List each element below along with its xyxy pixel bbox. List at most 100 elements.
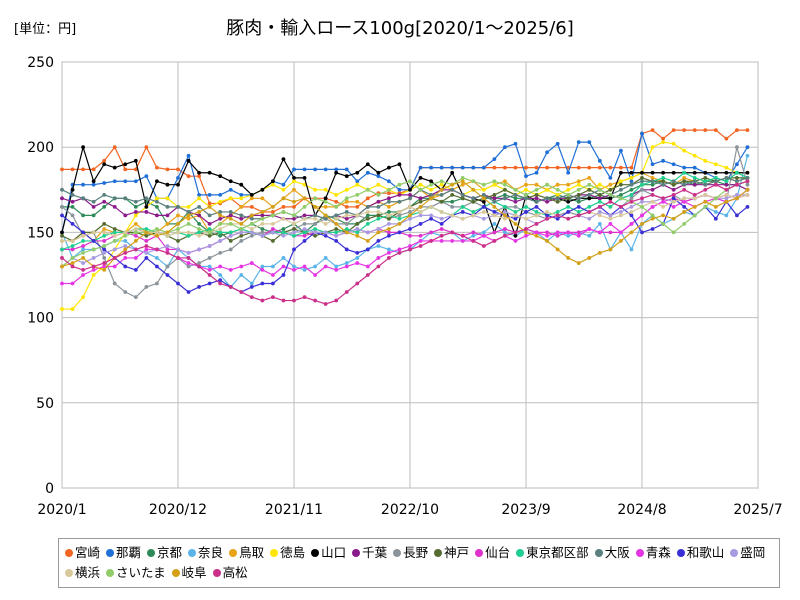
series-point-7 <box>397 162 402 167</box>
series-point-13 <box>450 187 455 192</box>
series-point-3 <box>513 196 518 201</box>
series-point-14 <box>513 239 518 243</box>
series-point-4 <box>481 230 486 235</box>
series-point-13 <box>745 175 750 180</box>
series-point-20 <box>102 261 107 265</box>
series-point-7 <box>239 182 244 187</box>
series-point-20 <box>513 230 518 235</box>
series-point-13 <box>197 204 201 209</box>
series-point-12 <box>102 233 107 238</box>
series-point-9 <box>745 182 750 187</box>
series-point-20 <box>397 250 402 255</box>
series-point-18 <box>176 227 180 231</box>
series-point-2 <box>513 141 518 146</box>
series-point-14 <box>102 264 107 269</box>
series-point-1 <box>503 165 507 170</box>
series-point-18 <box>207 230 212 235</box>
series-point-9 <box>344 221 349 226</box>
series-point-14 <box>408 244 412 248</box>
series-point-1 <box>671 128 676 133</box>
series-point-1 <box>365 196 370 201</box>
series-point-18 <box>566 193 571 197</box>
series-point-18 <box>471 179 476 184</box>
series-point-2 <box>460 165 465 170</box>
series-point-13 <box>60 187 64 192</box>
series-point-10 <box>365 216 370 221</box>
series-point-16 <box>218 239 223 243</box>
legend-label: 那覇 <box>116 545 142 560</box>
series-point-5 <box>503 179 507 184</box>
series-point-15 <box>365 247 370 252</box>
series-point-15 <box>292 247 296 252</box>
series-point-2 <box>418 165 423 170</box>
series-point-18 <box>492 179 497 184</box>
legend-item: 奈良 <box>188 543 223 563</box>
series-point-2 <box>397 187 402 192</box>
series-point-18 <box>323 199 328 204</box>
series-point-18 <box>228 221 233 226</box>
series-point-17 <box>112 233 117 238</box>
series-point-16 <box>503 210 507 214</box>
series-point-9 <box>60 204 64 209</box>
series-point-8 <box>597 196 602 201</box>
series-point-14 <box>597 230 602 235</box>
series-point-18 <box>524 193 528 197</box>
y-tick-label: 250 <box>27 55 54 71</box>
series-point-13 <box>112 196 117 201</box>
series-point-13 <box>524 196 528 201</box>
series-point-14 <box>450 239 455 243</box>
y-tick-label: 150 <box>27 225 54 241</box>
legend-item: 高松 <box>212 563 248 583</box>
series-point-19 <box>481 196 486 201</box>
series-point-15 <box>207 281 212 286</box>
series-point-17 <box>133 227 138 231</box>
series-point-17 <box>481 210 486 214</box>
series-point-16 <box>408 216 412 221</box>
series-point-20 <box>534 221 539 226</box>
series-point-1 <box>534 165 539 170</box>
series-point-12 <box>281 230 286 235</box>
series-point-6 <box>429 187 433 192</box>
series-point-15 <box>197 285 201 289</box>
series-point-15 <box>186 290 191 294</box>
series-point-1 <box>629 165 634 170</box>
series-point-15 <box>429 216 433 221</box>
series-point-12 <box>186 233 191 238</box>
series-point-11 <box>555 233 560 238</box>
series-point-19 <box>197 210 201 214</box>
series-point-8 <box>91 204 96 209</box>
legend-marker <box>147 549 156 557</box>
series-point-17 <box>503 216 507 221</box>
series-point-20 <box>429 239 433 243</box>
series-point-6 <box>555 193 560 197</box>
series-point-20 <box>334 298 339 303</box>
series-point-14 <box>334 267 339 272</box>
series-point-6 <box>576 182 581 187</box>
series-point-13 <box>650 179 655 184</box>
series-point-19 <box>249 213 254 218</box>
series-point-9 <box>239 239 244 243</box>
series-point-2 <box>492 157 497 162</box>
series-point-3 <box>70 204 75 209</box>
series-point-1 <box>70 167 75 172</box>
series-point-10 <box>292 227 296 231</box>
series-point-5 <box>344 199 349 204</box>
legend-marker <box>635 549 644 557</box>
legend-marker <box>352 549 361 557</box>
series-point-9 <box>207 256 212 260</box>
series-point-11 <box>545 230 549 235</box>
series-point-17 <box>408 204 412 209</box>
series-point-16 <box>387 221 391 226</box>
series-point-8 <box>302 213 307 218</box>
series-point-13 <box>397 199 402 204</box>
series-point-18 <box>661 221 665 226</box>
series-point-15 <box>334 239 339 243</box>
series-point-2 <box>619 148 623 153</box>
series-point-2 <box>313 167 317 172</box>
series-point-14 <box>682 199 687 204</box>
series-point-11 <box>70 247 75 252</box>
series-point-1 <box>133 167 138 172</box>
series-point-4 <box>492 221 497 226</box>
series-point-14 <box>387 250 391 255</box>
series-point-9 <box>408 210 412 214</box>
